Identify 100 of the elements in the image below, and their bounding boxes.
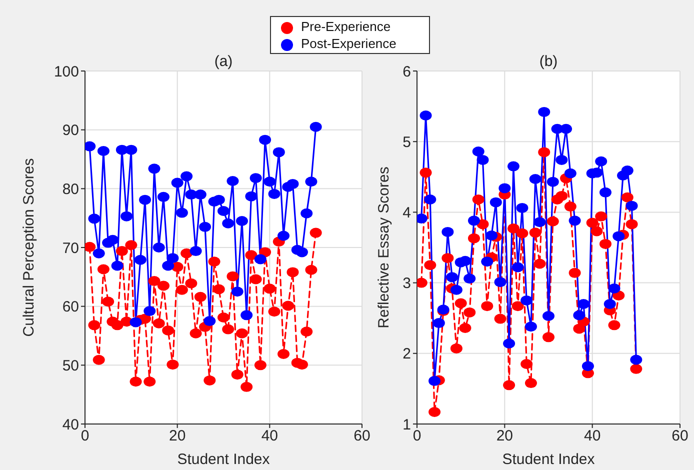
chart-title: (a) [213, 53, 234, 70]
point [236, 216, 248, 226]
point [157, 280, 170, 291]
point [259, 247, 272, 258]
point [116, 246, 128, 256]
point [245, 250, 258, 260]
point [286, 267, 299, 278]
point [245, 191, 258, 202]
point [199, 222, 212, 232]
point [538, 106, 550, 117]
point [442, 253, 454, 264]
point [534, 217, 546, 228]
point [204, 316, 216, 326]
point [534, 258, 546, 269]
x-axis-title: Student Index [502, 451, 596, 468]
point [250, 173, 262, 184]
point [578, 298, 590, 309]
point [599, 187, 612, 198]
point [144, 376, 156, 387]
point [516, 202, 528, 213]
point [503, 338, 516, 349]
point [498, 183, 511, 194]
point [97, 146, 110, 156]
point [157, 192, 170, 202]
point [310, 228, 322, 238]
x-tick-label: 40 [584, 428, 601, 445]
y-tick-label: 50 [62, 357, 79, 374]
point [92, 248, 105, 258]
x-tick-label: 60 [672, 428, 688, 445]
point [529, 228, 542, 238]
point [148, 164, 160, 174]
point [546, 176, 559, 187]
point [538, 147, 550, 158]
x-tick-label: 20 [168, 428, 186, 445]
point [564, 168, 576, 178]
point [573, 310, 586, 320]
point [296, 247, 308, 258]
point [520, 295, 533, 306]
point [424, 194, 436, 204]
point [446, 272, 458, 282]
point [264, 284, 276, 294]
point [305, 264, 318, 275]
y-tick-label: 6 [402, 63, 411, 80]
point [176, 284, 188, 295]
point [166, 253, 179, 264]
point [568, 216, 581, 226]
point [102, 296, 114, 307]
point [564, 202, 576, 212]
point [450, 284, 462, 295]
point [494, 314, 506, 324]
point [88, 320, 100, 330]
point [512, 262, 524, 272]
point [595, 156, 608, 166]
point [300, 326, 313, 337]
point [424, 260, 436, 270]
point [582, 361, 594, 372]
point [507, 161, 520, 172]
point [180, 171, 193, 182]
point [612, 231, 625, 242]
point [428, 376, 441, 386]
point [512, 301, 524, 312]
point [464, 274, 476, 284]
point [152, 318, 165, 328]
point [420, 110, 432, 120]
point [190, 246, 202, 256]
point [194, 190, 206, 200]
point [259, 134, 272, 145]
point [111, 320, 124, 330]
x-tick-label: 40 [261, 428, 278, 445]
point [520, 358, 533, 369]
point [490, 197, 502, 208]
point [272, 147, 285, 158]
point [286, 178, 299, 189]
point [148, 276, 160, 286]
y-tick-label: 2 [402, 346, 411, 363]
point [282, 300, 294, 311]
chart-title: (b) [538, 53, 559, 70]
point [468, 216, 480, 226]
point [556, 190, 568, 201]
y-axis-title: Reflective Essay Scores [375, 166, 392, 328]
point [486, 230, 498, 240]
point [428, 407, 441, 417]
point [459, 322, 472, 333]
y-tick-label: 5 [402, 134, 411, 151]
point [432, 318, 445, 328]
point [212, 284, 225, 294]
point [171, 178, 184, 188]
y-tick-label: 70 [62, 240, 79, 257]
point [450, 343, 462, 354]
point [254, 254, 266, 264]
point [459, 256, 472, 266]
point [180, 248, 193, 258]
point [630, 364, 642, 374]
point [494, 277, 506, 288]
point [442, 226, 454, 237]
point [621, 192, 634, 202]
legend-label: Post-Experience [301, 36, 396, 51]
y-tick-label: 4 [402, 204, 411, 222]
legend-label: Pre-Experience [301, 19, 391, 34]
point [604, 298, 616, 309]
